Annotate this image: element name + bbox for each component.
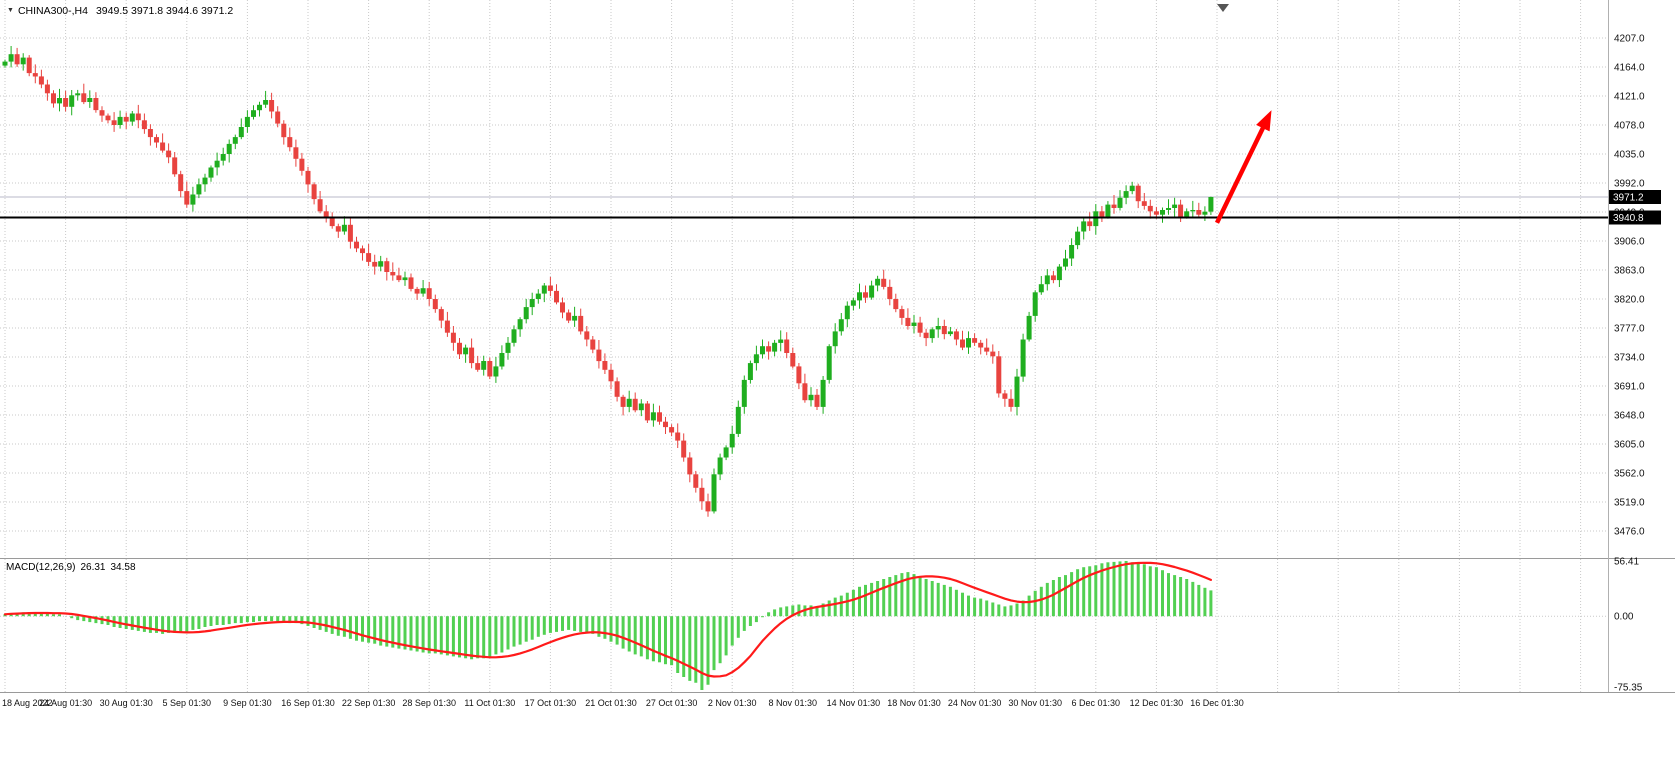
macd-name: MACD(12,26,9) [6,562,76,573]
price-scale: 4207.04164.04121.04078.04035.03992.03949… [1614,34,1645,694]
time-tick-label: 11 Oct 01:30 [464,698,515,708]
time-tick-label: 16 Dec 01:30 [1190,698,1244,708]
time-tick-label: 8 Nov 01:30 [769,698,818,708]
price-tick-label: 4164.0 [1614,63,1645,74]
macd-histogram [3,561,1213,690]
price-tick-label: 3519.0 [1614,498,1645,509]
time-tick-label: 17 Oct 01:30 [525,698,577,708]
price-tick-label: 3820.0 [1614,295,1645,306]
dropdown-triangle-icon[interactable]: ▼ [7,7,14,14]
macd-value: 26.31 [80,562,106,573]
price-tick-label: 3648.0 [1614,411,1645,422]
time-tick-label: 24 Nov 01:30 [948,698,1002,708]
chart-title: ▼ CHINA300-,H4 3949.5 3971.8 3944.6 3971.2 [7,5,233,17]
time-tick-label: 27 Oct 01:30 [646,698,698,708]
hline-price-tag: 3940.8 [1609,210,1661,225]
time-tick-label: 30 Nov 01:30 [1008,698,1062,708]
current-price-tag: 3971.2 [1609,190,1661,204]
chart-shift-marker [1217,4,1229,12]
macd-indicator-label: MACD(12,26,9) 26.31 34.58 [6,562,136,573]
time-tick-label: 5 Sep 01:30 [163,698,212,708]
price-tick-label: 3777.0 [1614,324,1645,335]
price-tick-label: 4121.0 [1614,92,1645,103]
symbol-timeframe: CHINA300-,H4 [17,5,88,17]
time-tick-label: 14 Nov 01:30 [827,698,881,708]
time-tick-label: 12 Dec 01:30 [1130,698,1184,708]
candles [2,46,1214,517]
price-tick-label: 3691.0 [1614,382,1645,393]
trend-arrow[interactable] [1214,110,1272,224]
time-tick-label: 21 Oct 01:30 [585,698,637,708]
time-tick-label: 18 Aug 2022 [2,698,53,708]
time-tick-label: 24 Aug 01:30 [39,698,92,708]
macd-tick-label: -75.35 [1614,683,1643,694]
price-tick-label: 3734.0 [1614,353,1645,364]
price-tick-label: 4035.0 [1614,150,1645,161]
svg-text:3940.8: 3940.8 [1613,213,1644,224]
grid [0,0,1608,692]
time-tick-label: 2 Nov 01:30 [708,698,757,708]
macd-tick-label: 0.00 [1614,612,1634,623]
macd-signal-value: 34.58 [110,562,136,573]
time-tick-label: 9 Sep 01:30 [223,698,272,708]
price-tick-label: 3605.0 [1614,440,1645,451]
time-tick-label: 22 Sep 01:30 [342,698,396,708]
price-tick-label: 3476.0 [1614,527,1645,538]
macd-tick-label: 56.41 [1614,557,1639,568]
time-tick-label: 28 Sep 01:30 [402,698,456,708]
time-tick-label: 6 Dec 01:30 [1072,698,1121,708]
ohlc-values: 3949.5 3971.8 3944.6 3971.2 [95,5,234,17]
time-tick-label: 30 Aug 01:30 [100,698,153,708]
svg-text:3971.2: 3971.2 [1613,193,1644,204]
price-tick-label: 3992.0 [1614,179,1645,190]
macd-signal-line [3,561,1213,678]
price-tick-label: 4207.0 [1614,34,1645,45]
price-tick-label: 4078.0 [1614,121,1645,132]
time-tick-label: 16 Sep 01:30 [281,698,335,708]
price-tick-label: 3906.0 [1614,237,1645,248]
time-tick-label: 18 Nov 01:30 [887,698,941,708]
price-tick-label: 3562.0 [1614,469,1645,480]
price-tick-label: 3863.0 [1614,266,1645,277]
